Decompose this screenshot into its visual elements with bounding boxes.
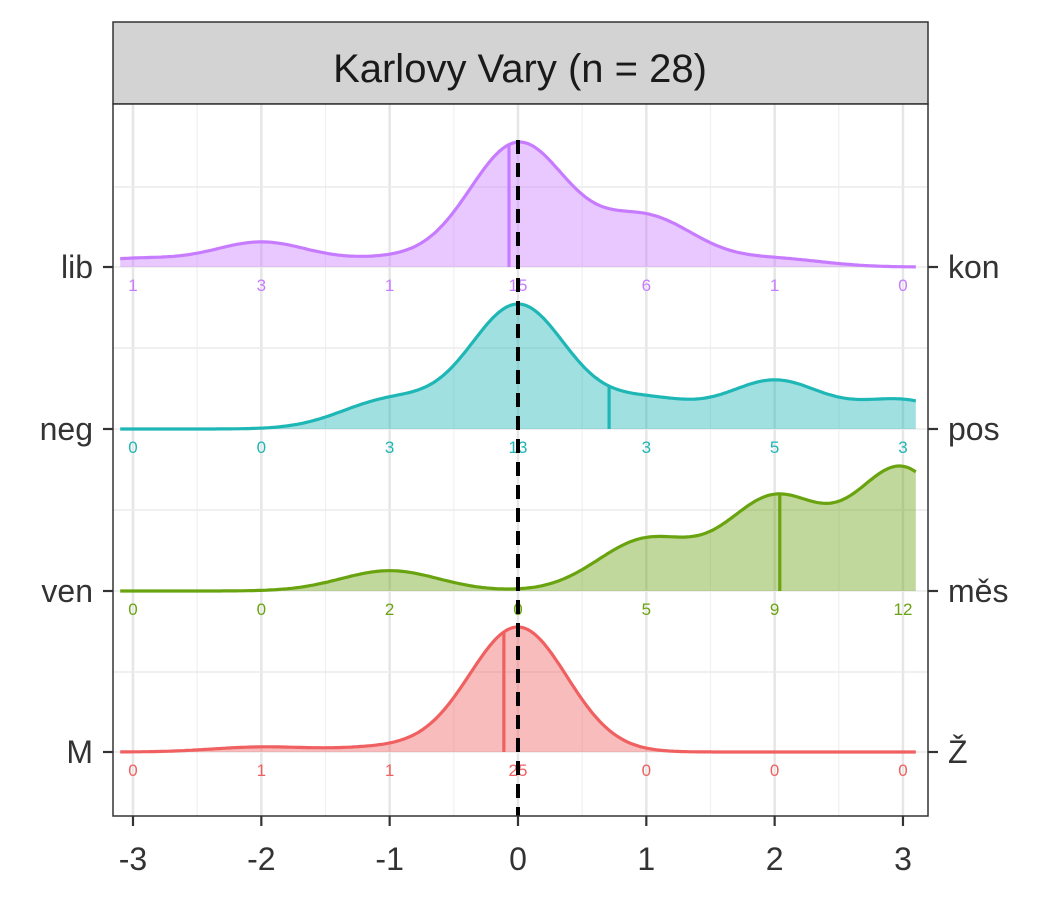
plot-panel-border [112, 103, 929, 817]
x-tick-label-5: 2 [766, 841, 784, 877]
count-label-lib-0: 1 [128, 276, 137, 295]
ridge-area-neg [120, 304, 916, 429]
count-label-neg-0: 0 [128, 438, 137, 457]
count-label-lib-1: 3 [257, 276, 266, 295]
ridge-area-lib [120, 142, 916, 267]
right-axis-label-2: měs [948, 573, 1008, 609]
facet-title: Karlovy Vary (n = 28) [333, 47, 707, 91]
count-label-lib-5: 1 [770, 276, 779, 295]
left-axis-label-3: M [66, 734, 93, 770]
x-tick-label-3: 0 [509, 841, 527, 877]
right-axis-label-3: Ž [948, 734, 968, 770]
left-axis-label-0: lib [61, 249, 93, 285]
ridge-area-M [120, 627, 916, 752]
x-tick-label-0: -3 [119, 841, 147, 877]
left-axis-label-1: neg [40, 411, 93, 447]
count-label-M-2: 1 [385, 761, 394, 780]
x-tick-label-1: -2 [247, 841, 275, 877]
facet-strip [112, 21, 929, 105]
x-tick-label-4: 1 [637, 841, 655, 877]
count-label-M-6: 0 [898, 761, 907, 780]
count-label-M-1: 1 [257, 761, 266, 780]
right-axis-label-0: kon [948, 249, 1000, 285]
count-label-neg-5: 5 [770, 438, 779, 457]
count-label-lib-4: 6 [642, 276, 651, 295]
x-tick-label-2: -1 [375, 841, 403, 877]
count-label-M-0: 0 [128, 761, 137, 780]
count-label-lib-6: 0 [898, 276, 907, 295]
x-tick-label-6: 3 [894, 841, 912, 877]
count-label-ven-6: 12 [894, 600, 913, 619]
count-label-M-5: 0 [770, 761, 779, 780]
count-label-neg-1: 0 [257, 438, 266, 457]
count-label-M-4: 0 [642, 761, 651, 780]
ridges: 13115610003133530020591201125000 [120, 140, 917, 780]
left-axis-label-2: ven [41, 573, 93, 609]
right-axis-label-1: pos [948, 411, 1000, 447]
plot-panel [113, 104, 928, 816]
count-label-neg-2: 3 [385, 438, 394, 457]
count-label-ven-1: 0 [257, 600, 266, 619]
ridge-area-ven [120, 466, 916, 591]
count-label-ven-0: 0 [128, 600, 137, 619]
count-label-ven-5: 9 [770, 600, 779, 619]
count-label-ven-2: 2 [385, 600, 394, 619]
ridge-ven-měs: 00205912 [120, 464, 917, 619]
count-label-ven-4: 5 [642, 600, 651, 619]
count-label-neg-4: 3 [642, 438, 651, 457]
count-label-neg-6: 3 [898, 438, 907, 457]
count-label-lib-2: 1 [385, 276, 394, 295]
